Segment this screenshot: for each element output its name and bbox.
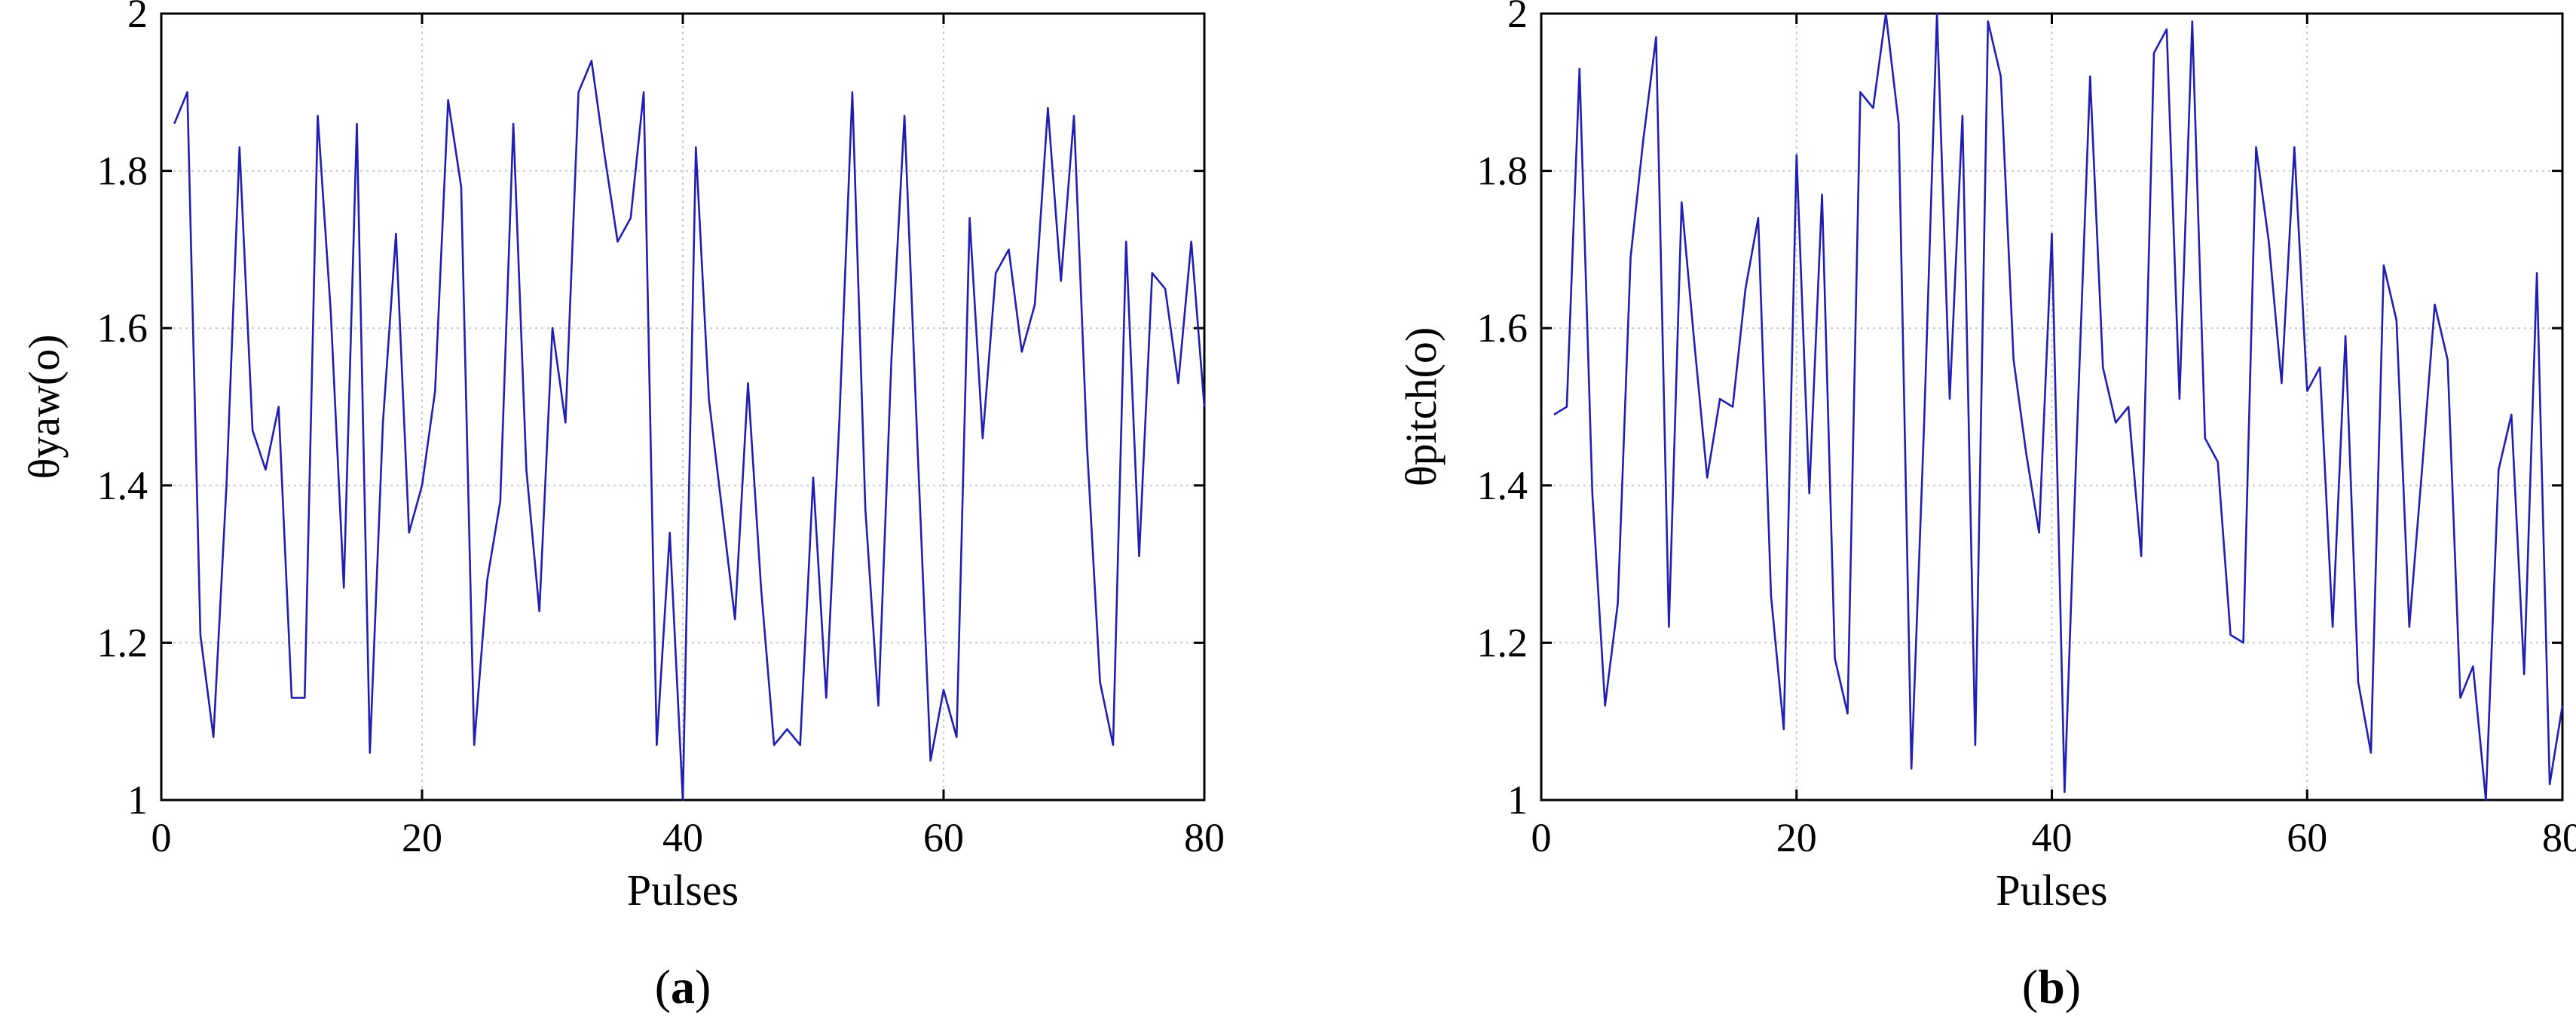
chart-panel-b: 0 20 40 60 80 1 1.2 1.4 1.6 1.8 2 Pulses θpitch(o) (b…: [1397, 0, 2576, 1013]
y-tick-label: 1.8: [97, 149, 148, 194]
x-axis-title: Pulses: [1996, 866, 2107, 915]
x-tick-label: 20: [402, 815, 442, 860]
y-tick-label: 1.6: [97, 305, 148, 351]
y-axis-title: θpitch(o): [1397, 327, 1446, 486]
x-tick-label: 60: [923, 815, 964, 860]
y-tick-label: 1.4: [97, 463, 148, 508]
y-tick-label: 1.4: [1477, 463, 1528, 508]
y-tick-label: 1: [1507, 777, 1528, 823]
x-axis-title: Pulses: [627, 866, 739, 915]
x-tick-label: 80: [1184, 815, 1225, 860]
panel-letter: b: [2038, 960, 2065, 1013]
y-tick-label: 1: [127, 777, 148, 823]
x-tick-label: 0: [1531, 815, 1552, 860]
y-tick-label: 1.2: [1477, 620, 1528, 665]
series-line: [173, 60, 1206, 802]
x-tick-label: 60: [2287, 815, 2327, 860]
y-tick-label: 2: [127, 0, 148, 36]
y-axis-title: θyaw(o): [20, 334, 69, 479]
panel-letter: a: [671, 960, 695, 1013]
y-tick-label: 1.6: [1477, 305, 1528, 351]
y-tick-label: 1.8: [1477, 149, 1528, 194]
x-tick-label: 20: [1776, 815, 1817, 860]
panel-label: (b): [2022, 960, 2081, 1013]
y-tick-label: 1.2: [97, 620, 148, 665]
x-tick-label: 40: [662, 815, 703, 860]
x-tick-label: 80: [2542, 815, 2576, 860]
x-tick-label: 0: [151, 815, 172, 860]
panel-label: (a): [655, 960, 711, 1013]
chart-panel-a: 0 20 40 60 80 1 1.2 1.4 1.6 1.8 2 Pulses θyaw(o) (a): [20, 0, 1225, 1013]
x-tick-label: 40: [2032, 815, 2073, 860]
y-tick-label: 2: [1507, 0, 1528, 36]
series-line: [1553, 12, 2564, 802]
